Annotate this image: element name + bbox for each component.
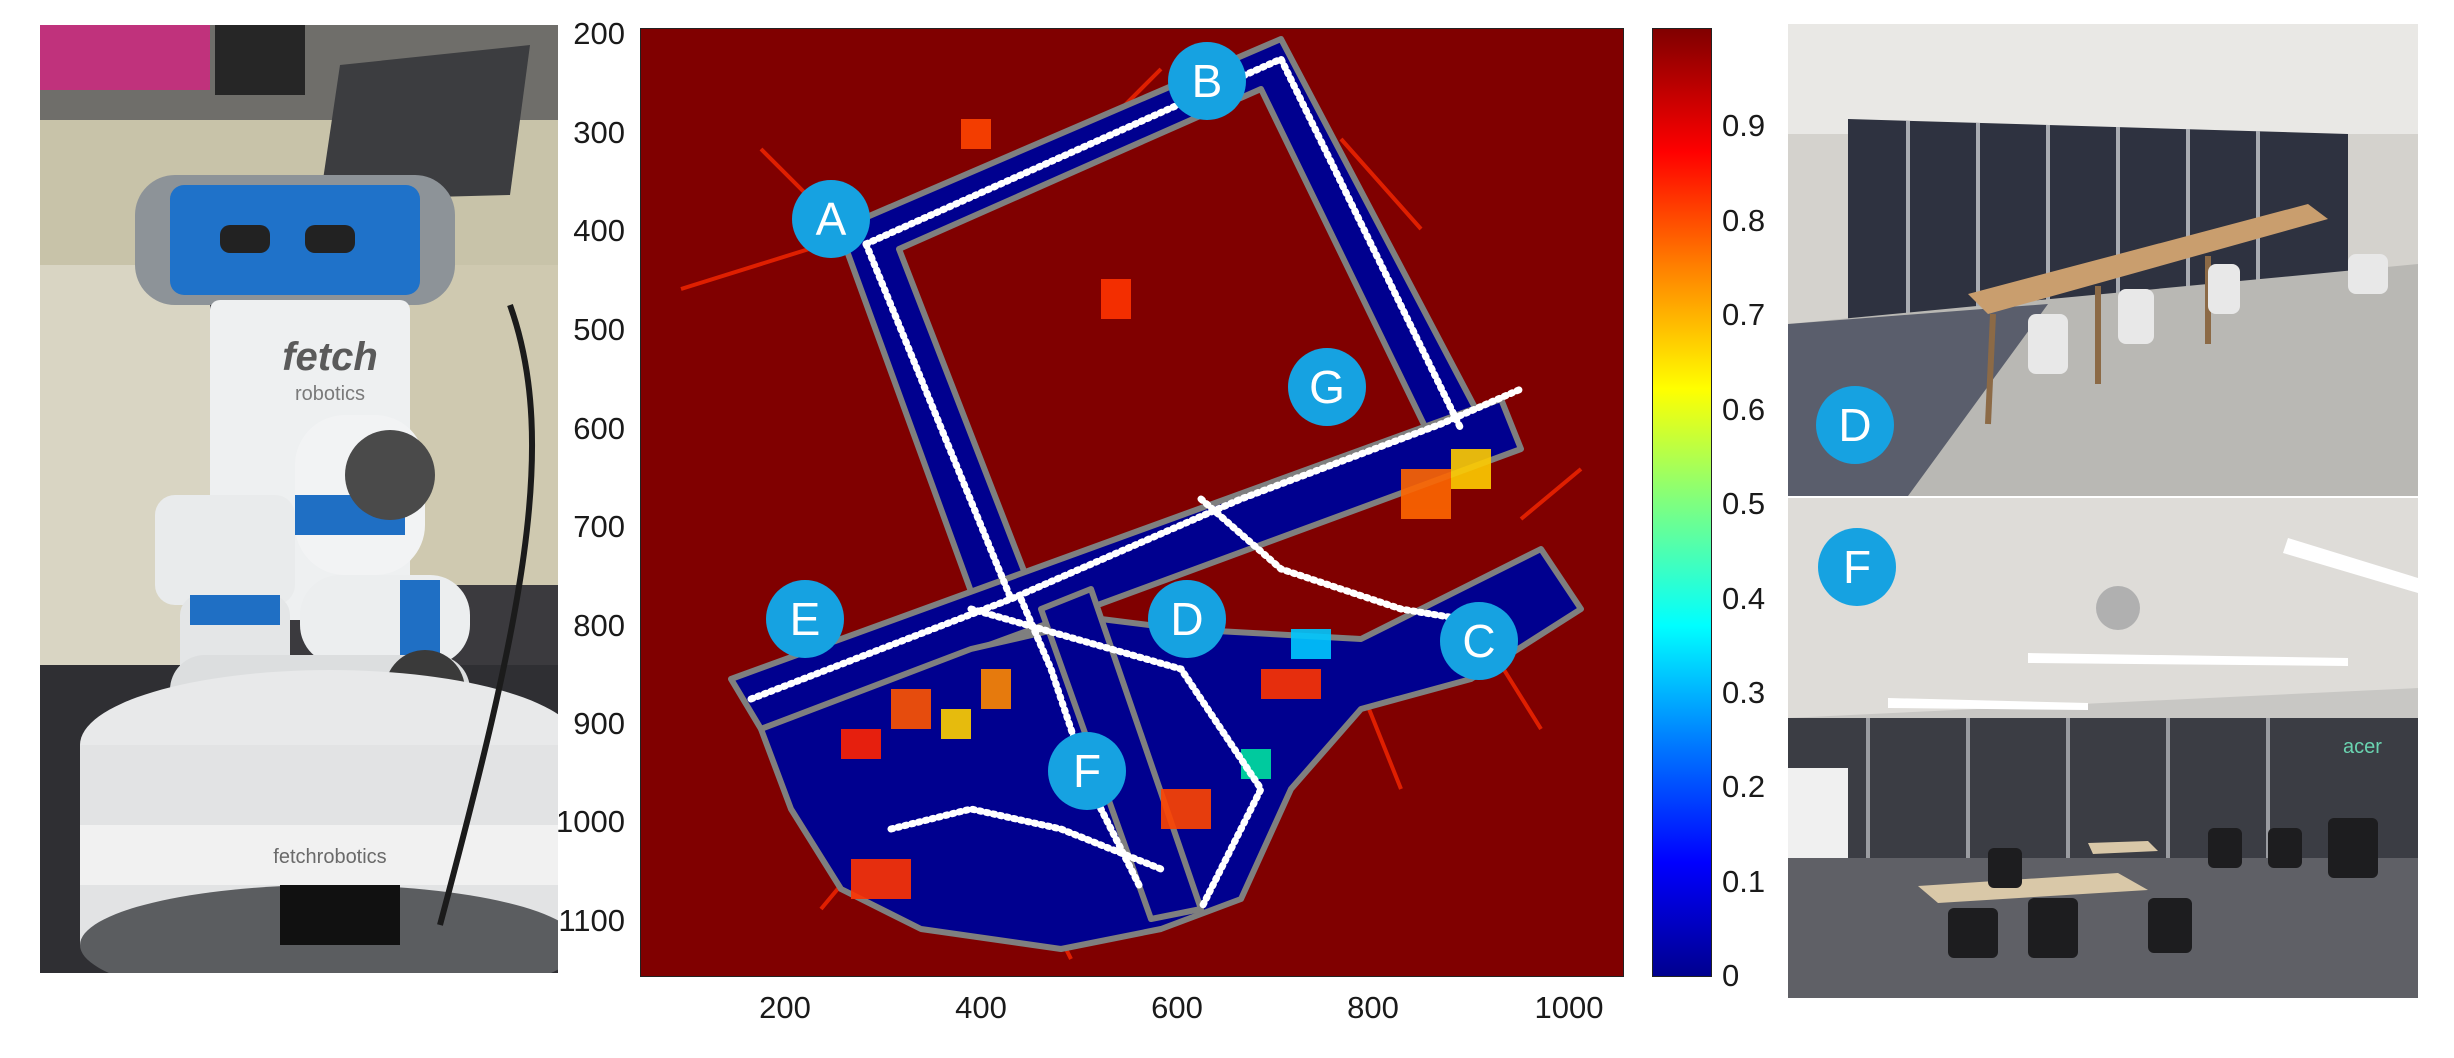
- y-tick: 400: [573, 213, 625, 248]
- y-tick: 700: [573, 509, 625, 544]
- x-tick: 600: [1151, 990, 1203, 1025]
- x-tick: 400: [955, 990, 1007, 1025]
- acer-sign-text: acer: [2343, 736, 2382, 758]
- colorbar-tick: 0: [1722, 958, 1740, 993]
- x-tick: 800: [1347, 990, 1399, 1025]
- robot-brand-text: fetch: [282, 335, 378, 379]
- colorbar-tick: 0.4: [1722, 581, 1766, 616]
- robot-brand-subtext: robotics: [295, 383, 365, 405]
- location-badge-b: B: [1168, 42, 1246, 120]
- y-tick: 1100: [558, 903, 625, 938]
- photo-f-badge: F: [1818, 528, 1896, 606]
- x-tick: 200: [759, 990, 811, 1025]
- colorbar-tick: 0.3: [1722, 675, 1766, 710]
- y-tick: 500: [573, 312, 625, 347]
- y-tick: 600: [573, 411, 625, 446]
- location-f-photo: acer F: [1788, 498, 2418, 998]
- colorbar-tick: 0.8: [1722, 203, 1766, 238]
- location-badge-a: A: [792, 180, 870, 258]
- colorbar-tick: 0.5: [1722, 486, 1766, 521]
- location-badge-d: D: [1148, 580, 1226, 658]
- y-tick: 200: [573, 16, 625, 51]
- colorbar-tick: 0.9: [1722, 108, 1766, 143]
- photo-d-badge: D: [1816, 386, 1894, 464]
- location-d-photo: D: [1788, 24, 2418, 496]
- y-tick: 1000: [556, 804, 625, 839]
- location-badge-e: E: [766, 580, 844, 658]
- location-badge-c: C: [1440, 602, 1518, 680]
- colorbar-tick: 0.2: [1722, 769, 1766, 804]
- y-tick: 300: [573, 115, 625, 150]
- x-tick: 1000: [1534, 990, 1604, 1025]
- colorbar-tick: 0.6: [1722, 392, 1766, 427]
- colorbar-tick: 0.1: [1722, 864, 1766, 899]
- colorbar-tick: 0.7: [1722, 297, 1766, 332]
- occupancy-map: [640, 28, 1624, 977]
- y-tick: 800: [573, 608, 625, 643]
- robot-photo: fetch robotics fetchrobotics: [40, 25, 558, 973]
- location-badge-g: G: [1288, 348, 1366, 426]
- location-badge-f: F: [1048, 732, 1126, 810]
- colorbar: [1652, 28, 1712, 977]
- y-tick: 900: [573, 706, 625, 741]
- robot-base-brand-text: fetchrobotics: [273, 846, 386, 868]
